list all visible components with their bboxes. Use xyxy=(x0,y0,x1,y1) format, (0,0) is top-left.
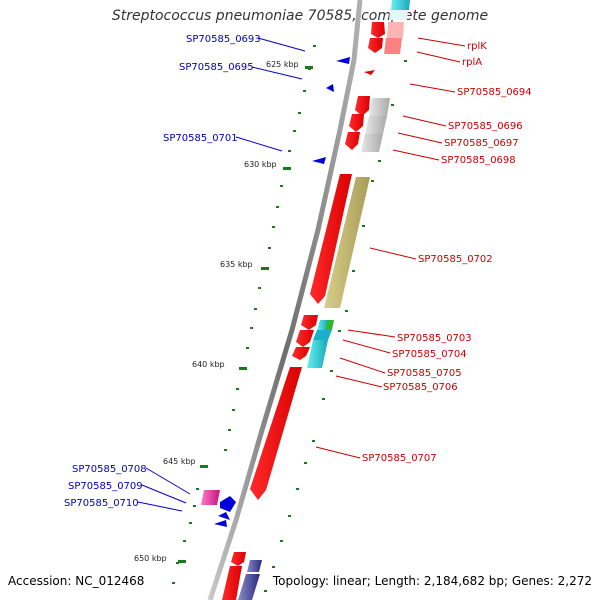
forward-function-boxes xyxy=(238,0,410,600)
gene-label-SP70585_0709[interactable]: SP70585_0709 xyxy=(68,481,143,492)
gene-label-SP70585_0708[interactable]: SP70585_0708 xyxy=(72,464,147,475)
gene-0705-arrow xyxy=(292,347,310,360)
kbp-labels: 625 kbp 630 kbp 635 kbp 640 kbp 645 kbp … xyxy=(134,60,299,563)
box-0704 xyxy=(313,330,332,340)
box-rplK xyxy=(387,22,404,38)
gene-0703-arrow xyxy=(301,315,318,330)
box-0702 xyxy=(324,177,370,308)
kbp-label: 645 kbp xyxy=(163,457,196,466)
gene-bottom-1-arrow xyxy=(231,552,246,566)
kbp-ticks xyxy=(178,66,313,563)
box-top-white xyxy=(389,10,408,20)
gene-0701-arrow xyxy=(312,157,326,164)
box-bottom-navy-a xyxy=(247,560,262,572)
gene-label-SP70585_0694[interactable]: SP70585_0694 xyxy=(457,87,532,98)
gene-0698-arrow xyxy=(345,132,360,150)
gene-label-rplA[interactable]: rplA xyxy=(462,57,482,68)
gene-label-SP70585_0707[interactable]: SP70585_0707 xyxy=(362,453,437,464)
box-top-cyan xyxy=(391,0,410,10)
gene-0709-arrow xyxy=(220,496,236,512)
reverse-strand-genes xyxy=(214,57,350,527)
gene-label-SP70585_0695[interactable]: SP70585_0695 xyxy=(179,62,254,73)
gene-label-SP70585_0698[interactable]: SP70585_0698 xyxy=(441,155,516,166)
gene-0694-arrow xyxy=(364,70,375,75)
gene-bottom-2-arrow xyxy=(222,566,242,600)
gene-label-SP70585_0710[interactable]: SP70585_0710 xyxy=(64,498,139,509)
accession-text: Accession: NC_012468 xyxy=(8,574,145,588)
gene-0710b-arrow xyxy=(214,520,227,527)
kbp-label: 650 kbp xyxy=(134,554,167,563)
genome-stats-text: Topology: linear; Length: 2,184,682 bp; … xyxy=(272,574,592,588)
box-bottom-navy-b xyxy=(238,574,260,600)
gene-0710-arrow xyxy=(218,512,230,520)
gene-0697-arrow xyxy=(349,114,364,132)
box-0698 xyxy=(361,134,383,152)
forward-strand-genes xyxy=(222,22,385,600)
kbp-label: 635 kbp xyxy=(220,260,253,269)
gene-rplK-arrow xyxy=(371,22,385,38)
box-0705 xyxy=(307,340,328,368)
gene-label-SP70585_0702[interactable]: SP70585_0702 xyxy=(418,254,493,265)
gene-0707-arrow xyxy=(250,367,302,500)
gene-label-SP70585_0706[interactable]: SP70585_0706 xyxy=(383,382,458,393)
gene-label-SP70585_0697[interactable]: SP70585_0697 xyxy=(444,138,519,149)
gene-0695-arrow xyxy=(326,84,334,92)
reverse-leader-lines xyxy=(137,37,306,512)
gene-label-SP70585_0696[interactable]: SP70585_0696 xyxy=(448,121,523,132)
gene-0696-arrow xyxy=(355,96,370,116)
genome-backbone xyxy=(207,0,363,600)
kbp-label: 640 kbp xyxy=(192,360,225,369)
gene-rplA-arrow xyxy=(368,38,383,53)
box-0708 xyxy=(201,490,220,505)
forward-leader-lines xyxy=(315,37,466,459)
box-rplA xyxy=(384,38,402,54)
gene-label-SP70585_0704[interactable]: SP70585_0704 xyxy=(392,349,467,360)
gene-label-SP70585_0693[interactable]: SP70585_0693 xyxy=(186,34,261,45)
gene-label-SP70585_0705[interactable]: SP70585_0705 xyxy=(387,368,462,379)
inner-tick-track xyxy=(264,60,407,592)
kbp-label: 625 kbp xyxy=(266,60,299,69)
gene-0702-arrow xyxy=(310,174,352,304)
gene-label-rplK[interactable]: rplK xyxy=(467,41,487,52)
reverse-gene-labels: SP70585_0693 SP70585_0695 SP70585_0701 S… xyxy=(64,34,261,509)
gene-0693-arrow xyxy=(336,57,350,64)
kbp-label: 630 kbp xyxy=(244,160,277,169)
gene-0704-arrow xyxy=(296,330,314,347)
box-0697 xyxy=(365,116,387,134)
forward-gene-labels: rplK rplA SP70585_0694 SP70585_0696 SP70… xyxy=(362,41,532,464)
box-0696 xyxy=(369,98,390,116)
gene-label-SP70585_0703[interactable]: SP70585_0703 xyxy=(397,333,472,344)
gene-label-SP70585_0701[interactable]: SP70585_0701 xyxy=(163,133,238,144)
box-0703 xyxy=(317,320,328,330)
